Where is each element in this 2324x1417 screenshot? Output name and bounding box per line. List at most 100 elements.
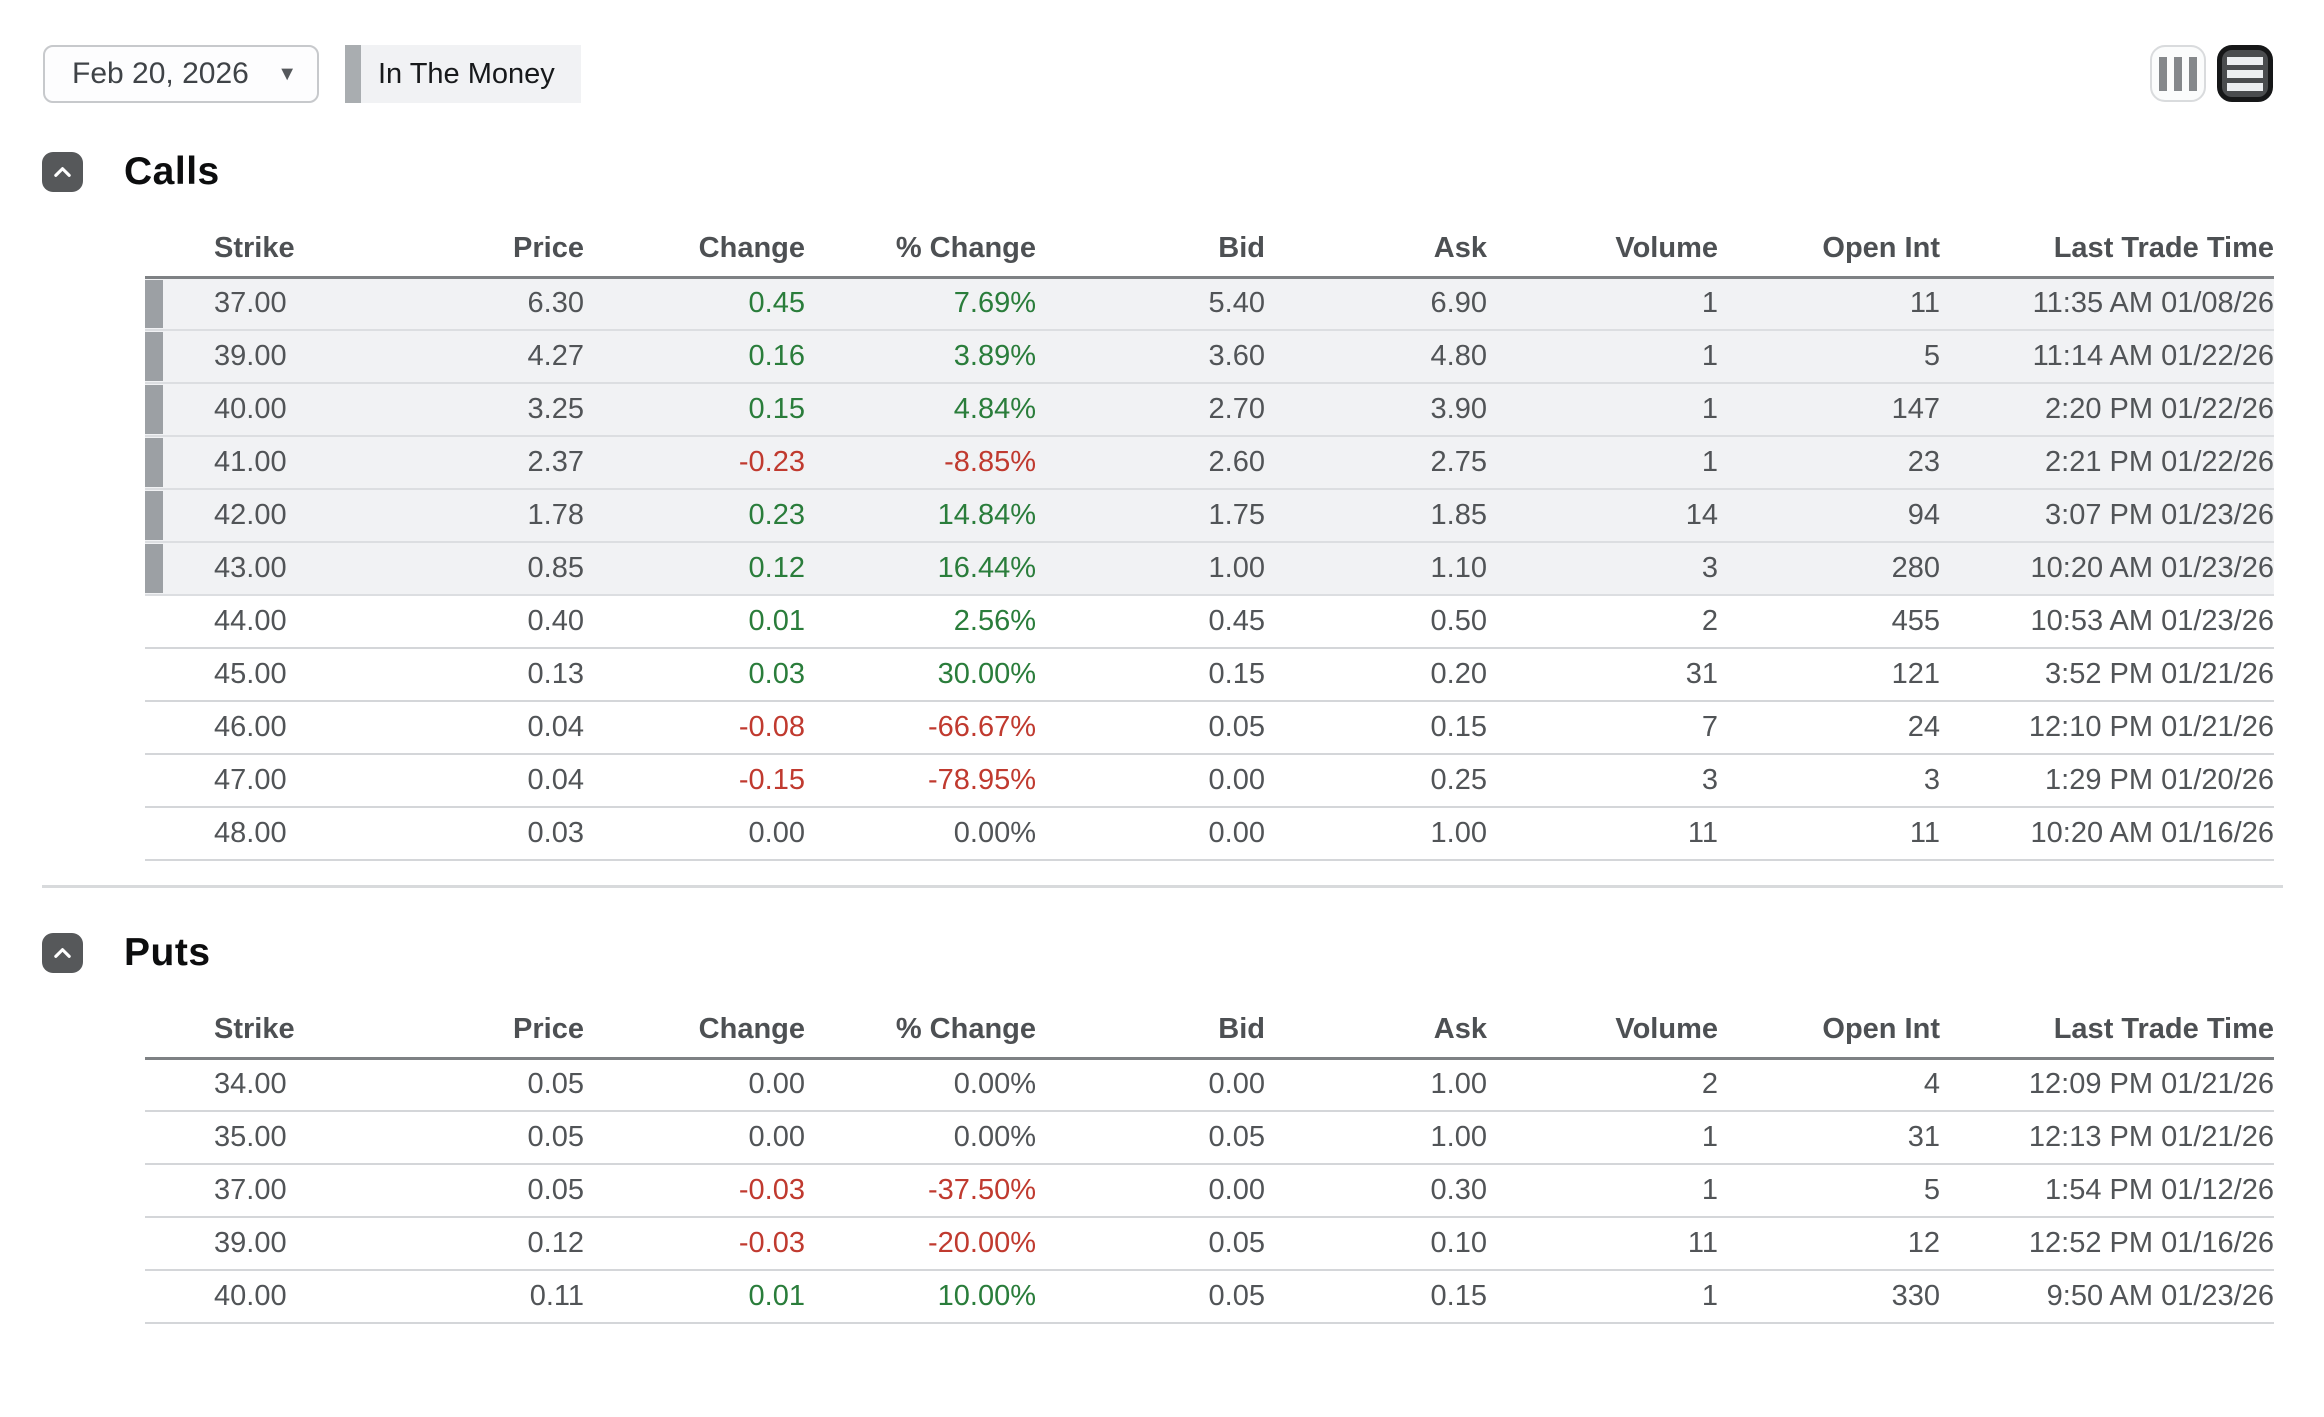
cell-change: -0.08 [584, 701, 805, 755]
cell-volume: 1 [1487, 277, 1718, 331]
columns-view-icon [2159, 56, 2197, 91]
cell-pct-change: 0.00% [805, 1111, 1036, 1165]
cell-pct-change: 14.84% [805, 489, 1036, 543]
cell-ask: 1.00 [1265, 807, 1487, 861]
option-row[interactable]: 48.00 0.03 0.00 0.00% 0.00 1.00 11 11 10:20 AM 0… [145, 807, 2274, 861]
option-row[interactable]: 37.00 6.30 0.45 7.69% 5.40 6.90 1 11 11:35 AM 01… [145, 277, 2274, 331]
column-header-last-trade-time: Last Trade Time [1940, 1002, 2274, 1060]
itm-accent-bar [145, 438, 163, 487]
cell-open-int: 11 [1718, 277, 1940, 331]
cell-strike: 39.00 [145, 330, 390, 384]
cell-change: -0.03 [584, 1164, 805, 1218]
option-row[interactable]: 42.00 1.78 0.23 14.84% 1.75 1.85 14 94 3:07 PM 0… [145, 489, 2274, 543]
column-header-pct-change: % Change [805, 1002, 1036, 1060]
cell-volume: 1 [1487, 1270, 1718, 1324]
cell-strike: 40.00 [145, 1270, 390, 1324]
cell-last-trade-time: 1:54 PM 01/12/26 [1940, 1164, 2274, 1218]
cell-last-trade-time: 12:52 PM 01/16/26 [1940, 1217, 2274, 1271]
option-row[interactable]: 45.00 0.13 0.03 30.00% 0.15 0.20 31 121 3:52 PM … [145, 648, 2274, 702]
calls-table: Strike Price Change% Change Bid Ask Volume Ope… [145, 221, 2274, 861]
cell-ask: 1.10 [1265, 542, 1487, 596]
cell-last-trade-time: 12:13 PM 01/21/26 [1940, 1111, 2274, 1165]
cell-change: -0.23 [584, 436, 805, 490]
option-row[interactable]: 41.00 2.37 -0.23 -8.85% 2.60 2.75 1 23 2:21 PM 0… [145, 436, 2274, 490]
column-header-bid: Bid [1036, 221, 1265, 279]
puts-table: Strike Price Change% Change Bid Ask Volume Ope… [145, 1002, 2274, 1324]
cell-bid: 1.00 [1036, 542, 1265, 596]
list-view-button[interactable] [2217, 45, 2273, 102]
cell-price: 3.25 [390, 383, 584, 437]
cell-pct-change: -8.85% [805, 436, 1036, 490]
option-row[interactable]: 35.00 0.05 0.00 0.00% 0.05 1.00 1 31 12:13 PM 01… [145, 1111, 2274, 1165]
cell-bid: 0.00 [1036, 807, 1265, 861]
cell-ask: 1.00 [1265, 1111, 1487, 1165]
option-row[interactable]: 46.00 0.04 -0.08 -66.67% 0.05 0.15 7 24 12:10 PM… [145, 701, 2274, 755]
column-header-open-int: Open Int [1718, 1002, 1940, 1060]
puts-collapse-button[interactable] [42, 933, 83, 973]
cell-price: 0.04 [390, 754, 584, 808]
itm-accent-bar [145, 332, 163, 381]
cell-bid: 2.60 [1036, 436, 1265, 490]
cell-volume: 1 [1487, 1111, 1718, 1165]
cell-last-trade-time: 11:14 AM 01/22/26 [1940, 330, 2274, 384]
columns-view-button[interactable] [2150, 45, 2206, 102]
cell-ask: 0.20 [1265, 648, 1487, 702]
cell-volume: 7 [1487, 701, 1718, 755]
cell-price: 0.13 [390, 648, 584, 702]
in-the-money-legend-bar [345, 45, 361, 103]
column-header-volume: Volume [1487, 1002, 1718, 1060]
cell-open-int: 5 [1718, 1164, 1940, 1218]
column-header-strike: Strike [145, 221, 390, 279]
option-row[interactable]: 47.00 0.04 -0.15 -78.95% 0.00 0.25 3 3 1:29 PM 0… [145, 754, 2274, 808]
option-row[interactable]: 39.00 0.12 -0.03 -20.00% 0.05 0.10 11 12 12:52 P… [145, 1217, 2274, 1271]
cell-strike: 39.00 [145, 1217, 390, 1271]
cell-volume: 1 [1487, 436, 1718, 490]
option-row[interactable]: 40.00 0.11 0.01 10.00% 0.05 0.15 1 330 9:50 AM 0… [145, 1270, 2274, 1324]
cell-change: -0.03 [584, 1217, 805, 1271]
itm-accent-bar [145, 385, 163, 434]
cell-change: 0.01 [584, 1270, 805, 1324]
option-row[interactable]: 44.00 0.40 0.01 2.56% 0.45 0.50 2 455 10:53 AM 0… [145, 595, 2274, 649]
cell-last-trade-time: 12:09 PM 01/21/26 [1940, 1058, 2274, 1112]
option-row[interactable]: 34.00 0.05 0.00 0.00% 0.00 1.00 2 4 12:09 PM 01/… [145, 1058, 2274, 1112]
cell-volume: 11 [1487, 1217, 1718, 1271]
cell-open-int: 280 [1718, 542, 1940, 596]
puts-section-header: Puts [42, 931, 2324, 975]
column-header-volume: Volume [1487, 221, 1718, 279]
cell-volume: 1 [1487, 330, 1718, 384]
cell-volume: 3 [1487, 754, 1718, 808]
cell-bid: 2.70 [1036, 383, 1265, 437]
cell-pct-change: -37.50% [805, 1164, 1036, 1218]
cell-volume: 1 [1487, 383, 1718, 437]
option-row[interactable]: 40.00 3.25 0.15 4.84% 2.70 3.90 1 147 2:20 PM 01… [145, 383, 2274, 437]
cell-pct-change: 4.84% [805, 383, 1036, 437]
cell-ask: 0.10 [1265, 1217, 1487, 1271]
cell-pct-change: 7.69% [805, 277, 1036, 331]
cell-pct-change: 30.00% [805, 648, 1036, 702]
column-header-last-trade-time: Last Trade Time [1940, 221, 2274, 279]
column-header-strike: Strike [145, 1002, 390, 1060]
cell-strike: 44.00 [145, 595, 390, 649]
cell-change: 0.00 [584, 1111, 805, 1165]
calls-collapse-button[interactable] [42, 152, 83, 192]
cell-bid: 0.05 [1036, 1111, 1265, 1165]
cell-pct-change: 0.00% [805, 807, 1036, 861]
cell-pct-change: -78.95% [805, 754, 1036, 808]
expiration-date-dropdown[interactable]: Feb 20, 2026 ▼ [43, 45, 319, 103]
option-row[interactable]: 37.00 0.05 -0.03 -37.50% 0.00 0.30 1 5 1:54 PM 0… [145, 1164, 2274, 1218]
puts-section-title: Puts [124, 931, 211, 974]
calls-header-row: Strike Price Change% Change Bid Ask Volume Ope… [145, 221, 2274, 279]
cell-open-int: 12 [1718, 1217, 1940, 1271]
puts-header-row: Strike Price Change% Change Bid Ask Volume Ope… [145, 1002, 2274, 1060]
cell-volume: 2 [1487, 595, 1718, 649]
option-row[interactable]: 43.00 0.85 0.12 16.44% 1.00 1.10 3 280 10:20 AM … [145, 542, 2274, 596]
column-header-ask: Ask [1265, 1002, 1487, 1060]
cell-pct-change: 0.00% [805, 1058, 1036, 1112]
column-header-open-int: Open Int [1718, 221, 1940, 279]
cell-last-trade-time: 11:35 AM 01/08/26 [1940, 277, 2274, 331]
cell-last-trade-time: 3:52 PM 01/21/26 [1940, 648, 2274, 702]
cell-pct-change: 16.44% [805, 542, 1036, 596]
cell-strike: 45.00 [145, 648, 390, 702]
list-view-icon [2227, 56, 2263, 91]
option-row[interactable]: 39.00 4.27 0.16 3.89% 3.60 4.80 1 5 11:14 AM 01/… [145, 330, 2274, 384]
